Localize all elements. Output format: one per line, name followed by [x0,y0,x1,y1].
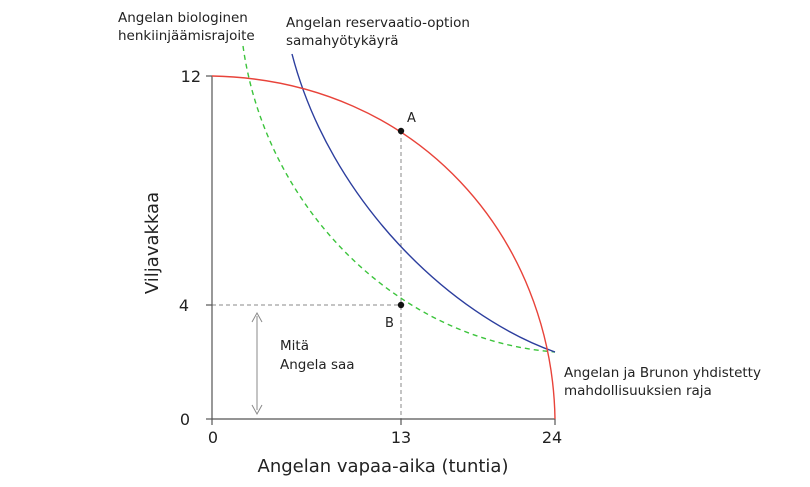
y-tick-label-0: 0 [180,410,190,429]
y-axis-title: Viljavakkaa [142,192,163,294]
y-tick-label-12: 12 [181,67,201,86]
angela-gets-arrow-head-top [251,311,263,323]
survival-constraint-label: Angelan biologinen henkiinjäämisrajoite [118,10,255,44]
joint-frontier-label: Angelan ja Brunon yhdistetty mahdollisuu… [564,365,765,399]
y-tick-label-4: 4 [179,296,189,315]
point-b-label: B [385,316,394,331]
x-tick-label-0: 0 [208,428,218,447]
point-b [397,301,405,309]
x-tick-label-24: 24 [542,428,562,447]
survival-constraint-curve [242,45,556,353]
reservation-indifference-label: Angelan reservaatio-option samahyötykäyr… [286,15,474,49]
x-tick-label-13: 13 [391,428,411,447]
x-axis-title: Angelan vapaa-aika (tuntia) [258,456,509,477]
angela-gets-arrow-head-bottom [251,404,263,416]
joint-frontier-curve [211,75,556,420]
reservation-indifference-curve [291,53,556,353]
point-a-label: A [407,111,416,126]
angela-gets-label: Mitä Angela saa [280,338,355,373]
point-a [397,127,405,135]
